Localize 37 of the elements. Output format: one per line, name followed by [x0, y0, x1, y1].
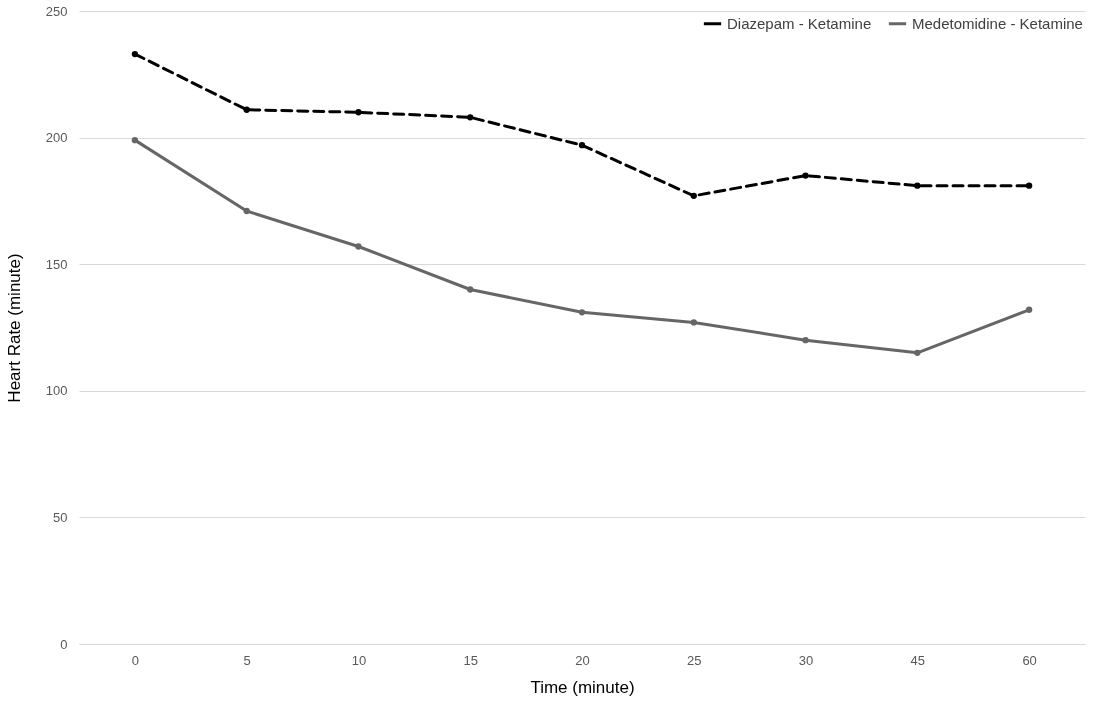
point [802, 337, 809, 344]
x-tick-label: 60 [1022, 652, 1037, 668]
y-tick-label: 0 [60, 636, 68, 652]
x-tick-label: 30 [798, 652, 814, 668]
point [578, 142, 586, 149]
point [690, 319, 697, 326]
y-tick-label: 250 [45, 3, 68, 19]
x-tick-label: 15 [463, 652, 478, 668]
y-axis-title: Heart Rate (minute) [4, 253, 24, 403]
x-tick-label: 20 [575, 652, 590, 668]
legend-label: Diazepam - Ketamine [727, 14, 872, 32]
y-tick-label: 200 [45, 130, 68, 146]
point [243, 106, 250, 113]
x-tick-label: 25 [687, 652, 702, 668]
point [131, 136, 139, 144]
point [355, 243, 362, 250]
point [131, 50, 139, 58]
point [355, 109, 362, 116]
x-tick-label: 5 [243, 652, 251, 668]
point [578, 309, 586, 316]
point [802, 172, 809, 179]
y-tick-label: 50 [53, 509, 68, 525]
point [690, 192, 697, 199]
point [914, 182, 921, 189]
legend-label: Medetomidine - Ketamine [912, 14, 1083, 32]
point [1025, 182, 1033, 189]
point [243, 207, 250, 215]
x-tick-label: 10 [351, 652, 367, 668]
point [467, 286, 474, 293]
y-tick-label: 150 [45, 256, 68, 272]
y-tick-label: 100 [45, 383, 68, 399]
x-tick-label: 45 [910, 652, 926, 668]
x-axis-title: Time (minute) [530, 677, 635, 697]
point [467, 114, 474, 121]
x-tick-label: 0 [131, 652, 140, 668]
point [1025, 306, 1033, 313]
point [914, 349, 921, 356]
